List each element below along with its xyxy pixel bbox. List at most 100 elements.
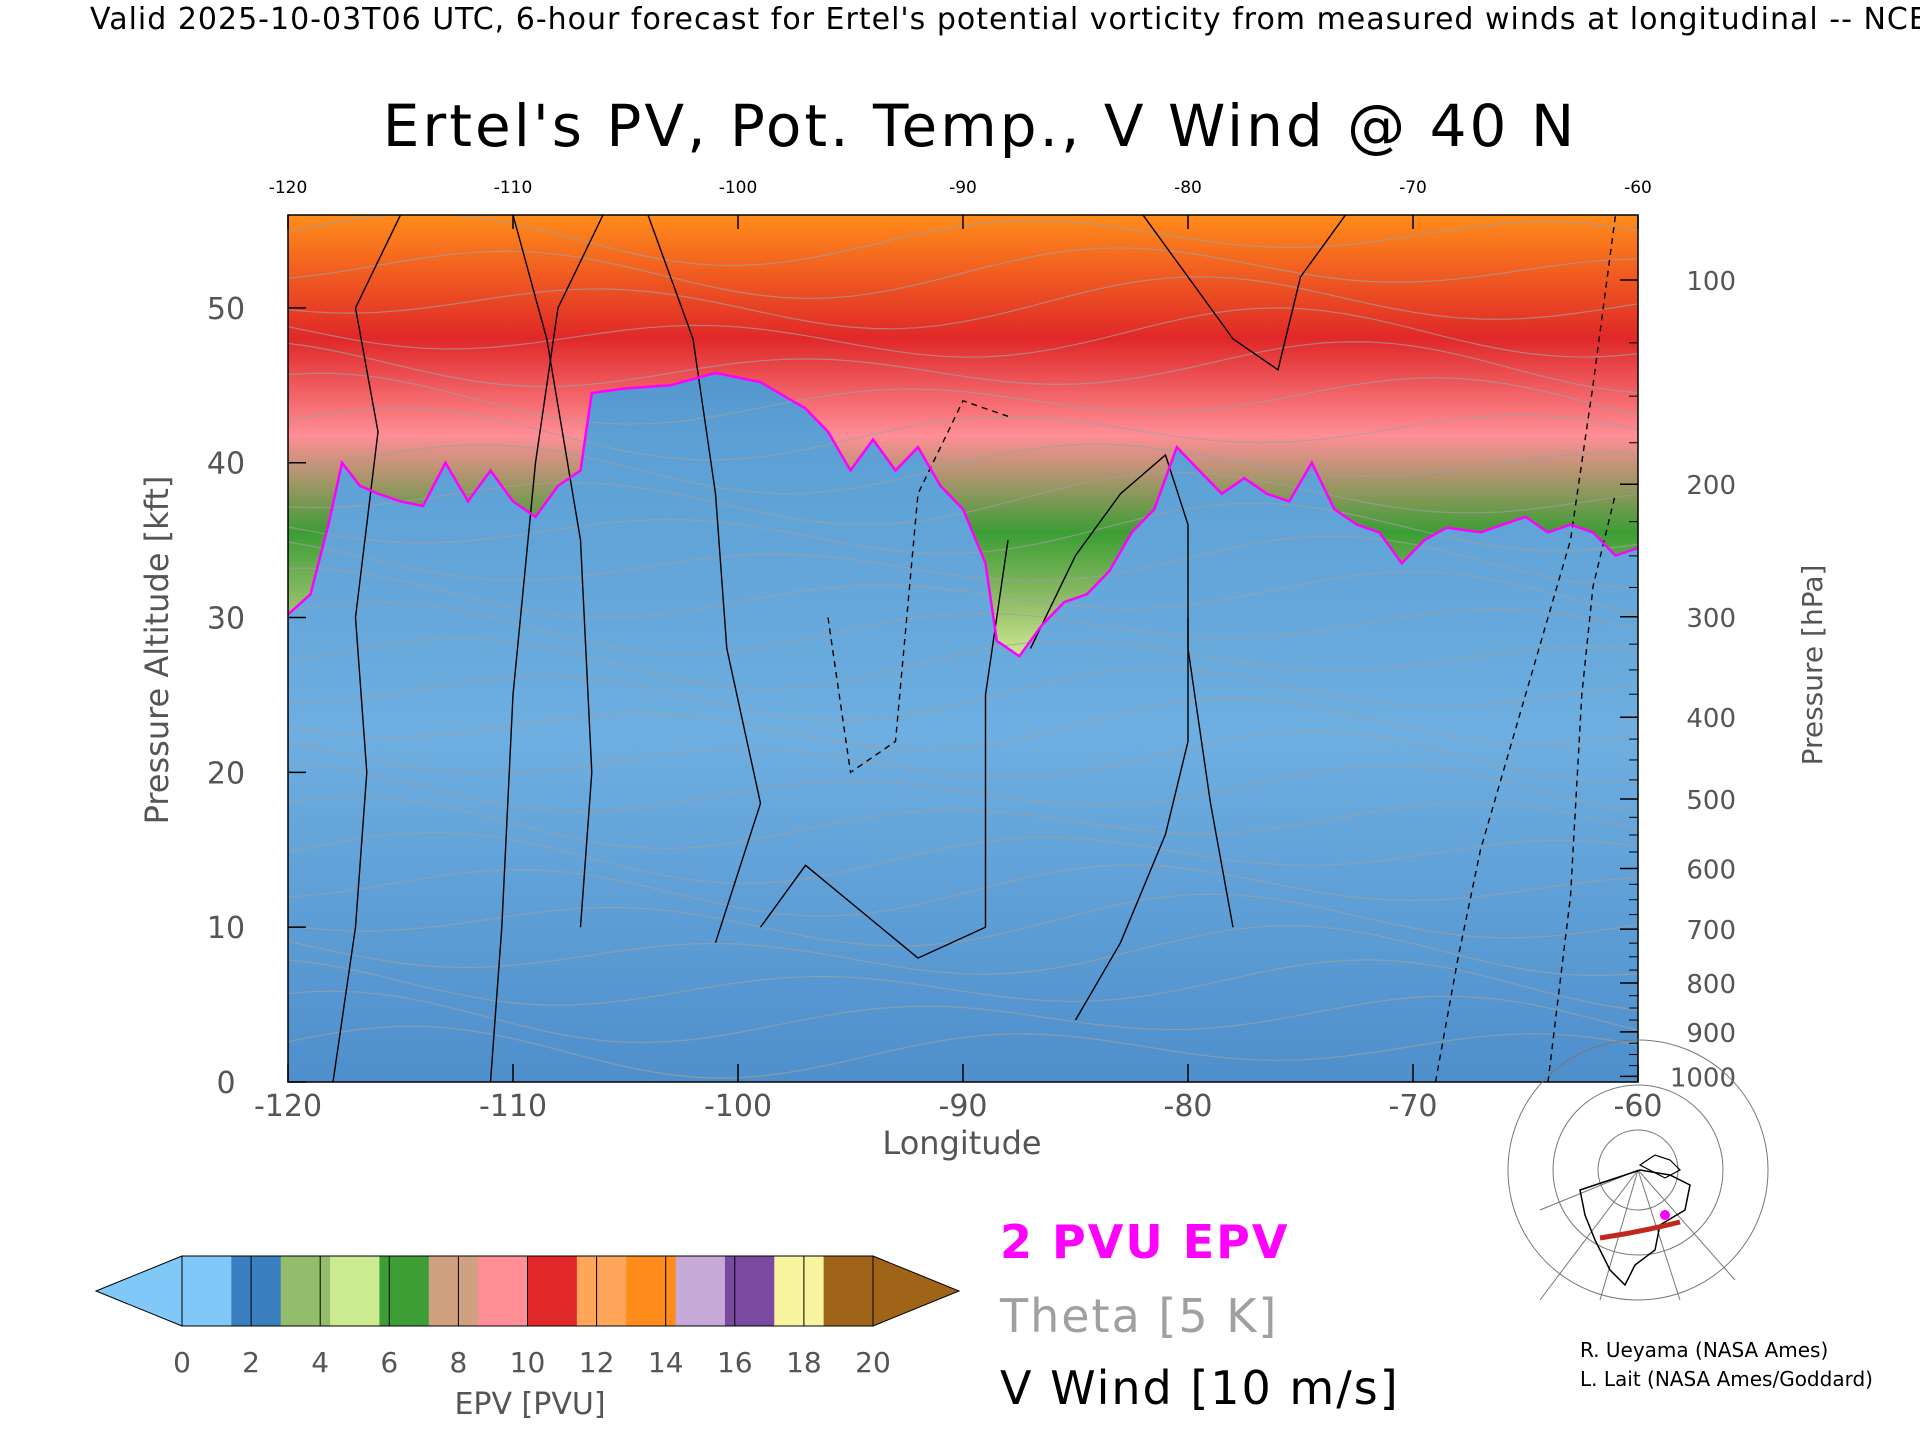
credit-line-1: R. Ueyama (NASA Ames) <box>1580 1338 1828 1362</box>
y-tick-label: 20 <box>207 756 245 791</box>
x-top-tick-label: -110 <box>494 178 533 198</box>
plot-area <box>288 215 1638 1082</box>
two-pvu-contour <box>288 371 1638 658</box>
x-top-tick-label: -80 <box>1174 178 1202 198</box>
forecast-banner: Valid 2025-10-03T06 UTC, 6-hour forecast… <box>90 2 1920 37</box>
v-wind-contour <box>1029 453 1234 928</box>
pressure-tick-label: 800 <box>1686 970 1736 1000</box>
x-axis: -120 -110 -100 -90 -80 -70 -60 <box>254 1064 1663 1124</box>
pressure-tick-label: 900 <box>1686 1019 1736 1049</box>
x-top-tick-label: -120 <box>269 178 308 198</box>
colorbar-bin <box>675 1256 726 1326</box>
theta-contour <box>288 637 1638 690</box>
legend-vwind: V Wind [10 m/s] <box>1000 1361 1400 1415</box>
colorbar-bin <box>576 1256 627 1326</box>
pressure-tick-label: 300 <box>1686 604 1736 634</box>
credit-line-2: L. Lait (NASA Ames/Goddard) <box>1580 1367 1873 1391</box>
x-tick-label: -60 <box>1614 1089 1663 1124</box>
pressure-tick-label: 200 <box>1686 471 1736 501</box>
theta-contour <box>288 247 1638 300</box>
pressure-tick-label: 600 <box>1686 855 1736 885</box>
v-wind-contour <box>1142 215 1347 371</box>
stratosphere-fill <box>288 215 1638 657</box>
y-tick-label: 40 <box>207 447 245 482</box>
v-wind-contour <box>1074 617 1189 1021</box>
y-axis-left: 0 10 20 30 40 50 <box>207 292 306 1101</box>
colorbar-tick-label: 16 <box>717 1346 753 1379</box>
theta-contour <box>288 864 1638 917</box>
colorbar-tick-label: 18 <box>786 1346 822 1379</box>
theta-contour <box>288 407 1638 461</box>
v-wind-contour <box>1434 215 1617 1082</box>
legend-pv: 2 PVU EPV <box>1000 1215 1289 1269</box>
theta-contour <box>288 697 1638 751</box>
y-tick-label: 30 <box>207 602 245 637</box>
pressure-tick-label: 500 <box>1686 786 1736 816</box>
colorbar-bin <box>182 1256 232 1326</box>
theta-contour <box>288 893 1638 947</box>
theta-contour <box>288 795 1638 850</box>
colorbar-tick-label: 4 <box>311 1346 329 1379</box>
colorbar-tick-label: 2 <box>242 1346 260 1379</box>
v-wind-contour <box>647 215 762 943</box>
x-top-tick-label: -90 <box>949 178 977 198</box>
colorbar-tick-label: 6 <box>380 1346 398 1379</box>
colorbar-extend-min <box>94 1255 183 1327</box>
colorbar-bin <box>330 1256 380 1326</box>
theta-contour <box>288 1025 1638 1079</box>
colorbar-bin <box>724 1256 775 1326</box>
colorbar-tick-label: 10 <box>510 1346 546 1379</box>
theta-contour <box>288 730 1638 783</box>
y-axis-label: Pressure Altitude [kft] <box>138 476 176 825</box>
theta-contour <box>288 601 1638 655</box>
locator-map <box>1507 1039 1769 1301</box>
y-tick-label: 50 <box>207 292 245 327</box>
colorbar-label: EPV [PVU] <box>454 1387 605 1422</box>
theta-contour <box>288 535 1638 589</box>
y-tick-label: 0 <box>216 1066 235 1101</box>
theta-contour <box>288 567 1638 619</box>
y-tick-label: 10 <box>207 911 245 946</box>
colorbar-bin <box>379 1256 430 1326</box>
theta-contour <box>288 472 1638 526</box>
legend-theta: Theta [5 K] <box>999 1289 1278 1343</box>
x-tick-label: -70 <box>1389 1089 1438 1124</box>
x-top-tick-label: -100 <box>719 178 758 198</box>
colorbar-bin <box>774 1256 825 1326</box>
colorbar-tick-label: 14 <box>648 1346 684 1379</box>
theta-contour <box>288 668 1638 722</box>
colorbar-extend-max <box>872 1255 961 1327</box>
colorbar-tick-label: 8 <box>449 1346 467 1379</box>
colorbar-tick-label: 20 <box>855 1346 891 1379</box>
v-wind-contours <box>332 215 1617 1082</box>
v-wind-contour <box>1547 493 1617 1082</box>
y-axis-right-pressure: 100 200 300 400 500 600 700 800 900 1000 <box>1620 267 1736 1093</box>
x-tick-label: -80 <box>1164 1089 1213 1124</box>
colorbar-tick-label: 0 <box>173 1346 191 1379</box>
v-wind-contour <box>759 539 1009 959</box>
x-tick-label: -100 <box>704 1089 772 1124</box>
colorbar-bin <box>478 1256 528 1326</box>
theta-contour <box>288 502 1638 555</box>
colorbar-bin <box>280 1256 331 1326</box>
theta-contour <box>288 925 1638 977</box>
pressure-tick-label: 1000 <box>1670 1063 1736 1093</box>
x-tick-label: -110 <box>479 1089 547 1124</box>
pressure-axis-label: Pressure [hPa] <box>1796 565 1829 766</box>
theta-contour <box>288 341 1638 394</box>
colorbar-bin <box>231 1256 282 1326</box>
colorbar-bin <box>823 1256 874 1326</box>
x-axis-top: -120 -110 -100 -90 -80 -70 -60 <box>269 178 1652 229</box>
v-wind-contour <box>512 215 593 928</box>
colorbar-bin <box>428 1256 479 1326</box>
v-wind-contour <box>489 215 604 1082</box>
theta-contour <box>288 762 1638 814</box>
pressure-tick-label: 700 <box>1686 916 1736 946</box>
colorbar-bin <box>527 1256 578 1326</box>
x-axis-label: Longitude <box>882 1124 1041 1162</box>
colorbar-tick-label: 12 <box>579 1346 615 1379</box>
v-wind-contour <box>827 399 1009 774</box>
x-tick-label: -90 <box>939 1089 988 1124</box>
theta-contours <box>288 215 1638 1079</box>
